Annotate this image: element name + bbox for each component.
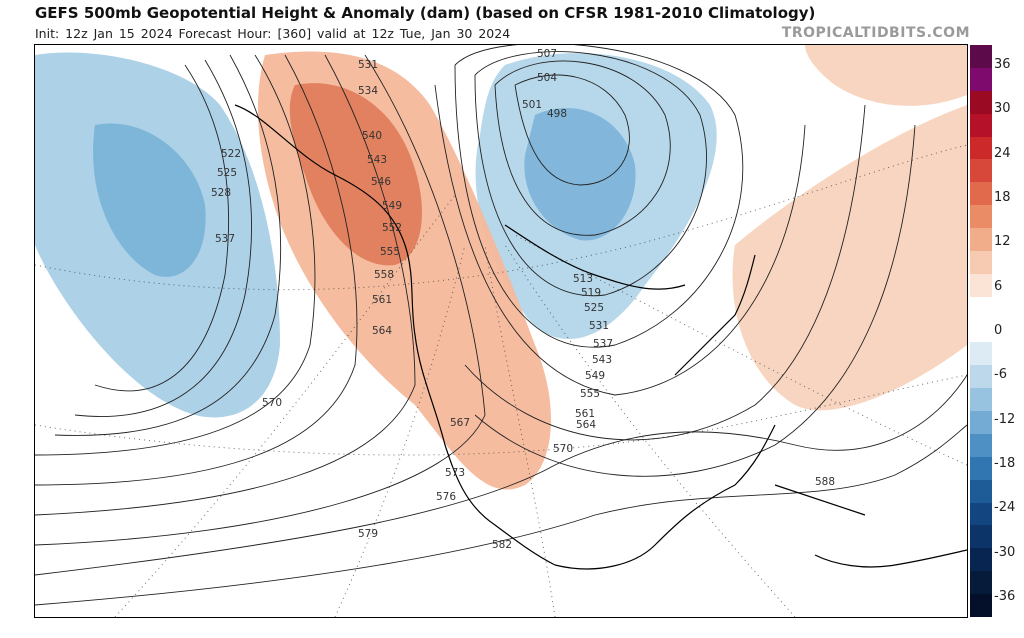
contour-label: 546 (371, 176, 391, 188)
colorbar-segment (970, 90, 992, 115)
colorbar-segment (970, 159, 992, 183)
colorbar-segment (970, 296, 992, 321)
contour-label: 522 (221, 148, 241, 160)
contour-label: 576 (436, 491, 456, 503)
contour-label: 549 (585, 370, 605, 382)
contour-label: 573 (445, 467, 465, 479)
contour-label: 540 (362, 130, 382, 142)
colorbar-segment (970, 228, 992, 252)
colorbar-tick-label: 12 (994, 234, 1011, 250)
contour-label: 537 (215, 233, 235, 245)
colorbar-segment (970, 113, 992, 137)
contour-label: 558 (374, 269, 394, 281)
colorbar-segment (970, 182, 992, 206)
colorbar-segment (970, 411, 992, 435)
contour-label: 513 (573, 273, 593, 285)
map-panel: 507 504 501 498 531 534 540 543 546 549 … (34, 44, 968, 618)
contour-label: 570 (553, 443, 573, 455)
positive-anomaly-northeast (805, 45, 967, 106)
brand-watermark: TROPICALTIDBITS.COM (781, 25, 970, 41)
contour-label: 579 (358, 528, 378, 540)
contour-label: 564 (372, 325, 392, 337)
contour-label: 570 (262, 397, 282, 409)
colorbar-segment (970, 594, 992, 618)
contour-labels: 507 504 501 498 531 534 540 543 546 549 … (211, 48, 835, 551)
contour-label: 552 (382, 222, 402, 234)
contour-label: 561 (372, 294, 392, 306)
colorbar-tick-label: 30 (994, 101, 1011, 117)
colorbar-tick-label: 24 (994, 145, 1011, 161)
contour-label: 567 (450, 417, 470, 429)
positive-anomaly-atlantic (732, 105, 967, 411)
contour-label: 582 (492, 539, 512, 551)
colorbar-tick-label: -36 (994, 589, 1016, 604)
contour-label: 549 (382, 200, 402, 212)
colorbar-segment (970, 342, 992, 366)
colorbar-tick-label: -24 (994, 500, 1016, 516)
colorbar-tick-label: 18 (994, 190, 1011, 205)
contour-label: 525 (584, 302, 604, 314)
coastlines (234, 104, 967, 570)
colorbar-segment (970, 433, 992, 458)
contour-label: 504 (537, 72, 557, 84)
contour-label: 531 (358, 59, 378, 71)
graticule (35, 144, 967, 617)
colorbar-segment (970, 571, 992, 595)
colorbar-tick-label: 0 (994, 323, 1003, 338)
colorbar-tick-label: -18 (994, 456, 1016, 471)
contour-label: 588 (815, 476, 835, 488)
anomaly-colorbar (970, 45, 992, 618)
colorbar-segment (970, 388, 992, 412)
map-canvas: 507 504 501 498 531 534 540 543 546 549 … (35, 45, 967, 617)
contour-label: 534 (358, 85, 378, 97)
colorbar-segment (970, 136, 992, 160)
chart-title: GEFS 500mb Geopotential Height & Anomaly… (35, 4, 816, 22)
contour-label: 507 (537, 48, 557, 60)
contour-label: 543 (367, 154, 387, 166)
contour-label: 525 (217, 167, 237, 179)
colorbar-segment (970, 67, 992, 92)
contour-label: 498 (547, 108, 567, 120)
colorbar-segment (970, 319, 992, 343)
contour-label: 555 (380, 246, 400, 258)
contour-label: 519 (581, 287, 601, 299)
colorbar-segment (970, 273, 992, 298)
contour-label: 531 (589, 320, 609, 332)
colorbar-segment (970, 45, 992, 69)
colorbar-segment (970, 548, 992, 572)
chart-subtitle: Init: 12z Jan 15 2024 Forecast Hour: [36… (35, 26, 511, 41)
colorbar-segment (970, 365, 992, 389)
colorbar-segment (970, 205, 992, 229)
colorbar-segment (970, 456, 992, 481)
colorbar-tick-label: 36 (994, 57, 1011, 72)
negative-anomaly-hudson-core (524, 108, 636, 241)
contour-label: 564 (576, 419, 596, 431)
contour-label: 543 (592, 354, 612, 366)
positive-anomaly-ridge-core (289, 83, 422, 266)
height-contours (35, 45, 967, 606)
contour-label: 561 (575, 408, 595, 420)
colorbar-segment (970, 479, 992, 504)
negative-anomaly-pacific-core (93, 123, 206, 277)
contour-label: 555 (580, 388, 600, 400)
contour-label: 501 (522, 99, 542, 111)
contour-label: 528 (211, 187, 231, 199)
colorbar-tick-label: -6 (994, 367, 1007, 383)
colorbar-tick-label: -30 (994, 544, 1016, 560)
colorbar-segment (970, 525, 992, 549)
colorbar-segment (970, 250, 992, 275)
colorbar-tick-label: 6 (994, 278, 1003, 294)
contour-label: 537 (593, 338, 613, 350)
colorbar-segment (970, 502, 992, 526)
colorbar-tick-label: -12 (994, 411, 1016, 427)
